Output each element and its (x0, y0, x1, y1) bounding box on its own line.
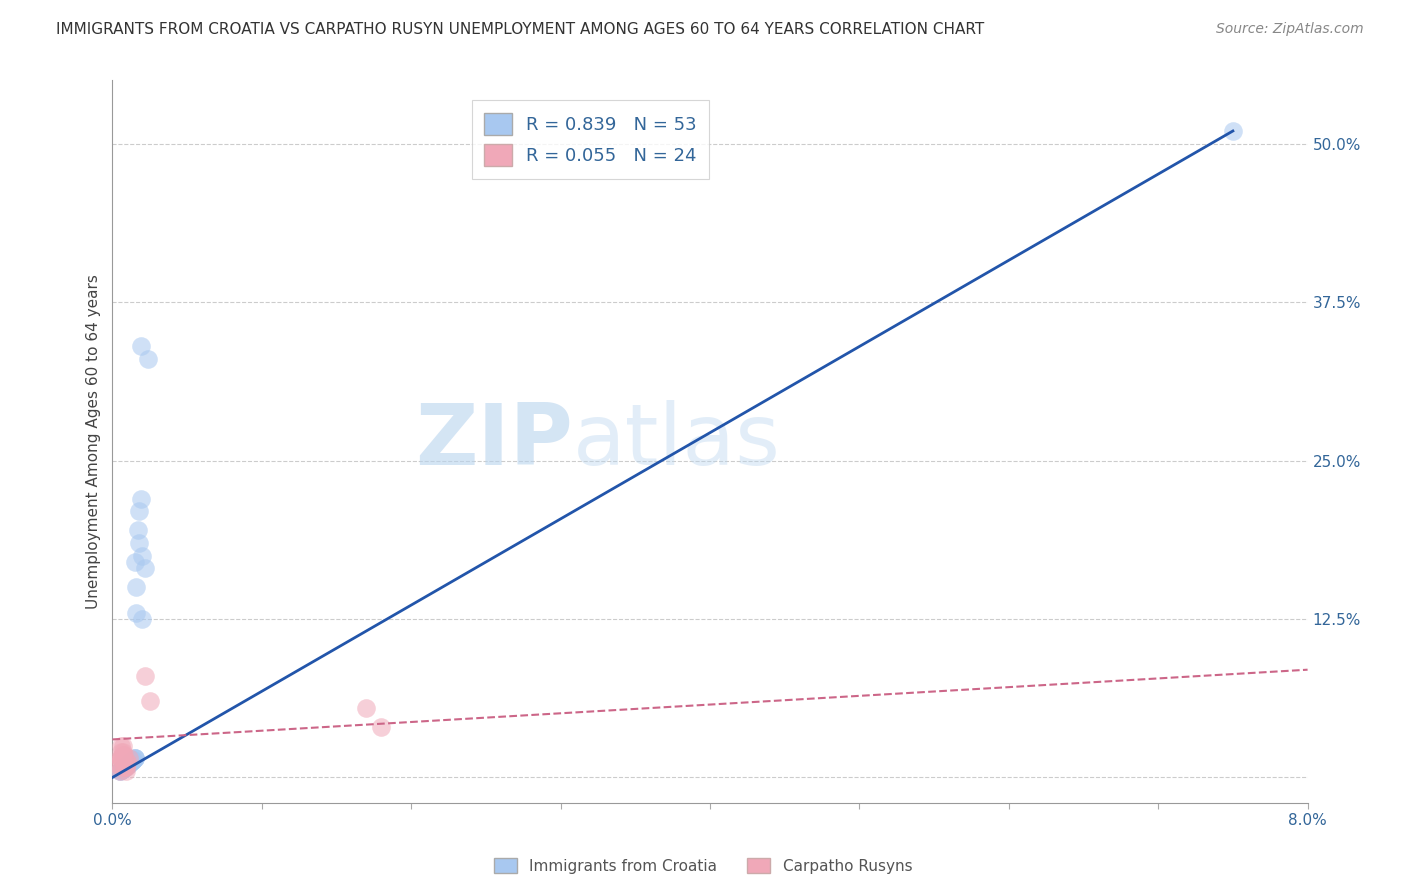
Point (108, 757, 131, 772)
Point (122, 753, 145, 767)
Point (110, 751, 132, 765)
Point (117, 756, 139, 770)
Point (111, 762, 134, 776)
Point (114, 760, 135, 774)
Point (115, 764, 138, 778)
Point (107, 757, 129, 772)
Point (108, 764, 131, 778)
Point (120, 756, 142, 770)
Point (110, 751, 132, 765)
Point (114, 760, 135, 774)
Point (117, 757, 139, 772)
Text: IMMIGRANTS FROM CROATIA VS CARPATHO RUSYN UNEMPLOYMENT AMONG AGES 60 TO 64 YEARS: IMMIGRANTS FROM CROATIA VS CARPATHO RUSY… (56, 22, 984, 37)
Point (108, 764, 131, 778)
Point (117, 757, 139, 772)
Point (370, 720, 392, 734)
Point (117, 756, 139, 770)
Point (131, 549, 153, 563)
Point (120, 756, 142, 770)
Point (110, 763, 132, 777)
Point (120, 756, 142, 770)
Point (114, 760, 135, 774)
Point (111, 739, 134, 753)
Point (110, 763, 132, 777)
Point (111, 745, 134, 759)
Point (110, 763, 132, 777)
Point (124, 751, 146, 765)
Point (114, 760, 135, 774)
Point (138, 352, 160, 367)
Legend: Immigrants from Croatia, Carpatho Rusyns: Immigrants from Croatia, Carpatho Rusyns (488, 852, 918, 880)
Point (108, 764, 131, 778)
Point (118, 751, 141, 765)
Point (115, 759, 138, 773)
Point (124, 751, 146, 765)
Point (128, 504, 150, 518)
Text: Source: ZipAtlas.com: Source: ZipAtlas.com (1216, 22, 1364, 37)
Point (1222, 124, 1244, 138)
Point (125, 606, 148, 620)
Point (121, 754, 143, 768)
Point (117, 757, 139, 772)
Point (131, 612, 153, 626)
Point (117, 757, 139, 772)
Point (114, 760, 135, 774)
Point (118, 756, 141, 771)
Point (121, 754, 143, 768)
Point (128, 536, 150, 550)
Point (114, 760, 135, 774)
Point (115, 760, 138, 774)
Point (127, 523, 149, 537)
Point (117, 757, 139, 772)
Point (122, 753, 145, 767)
Point (134, 669, 156, 683)
Point (115, 759, 138, 773)
Point (139, 694, 162, 708)
Point (122, 753, 145, 767)
Legend: R = 0.839   N = 53, R = 0.055   N = 24: R = 0.839 N = 53, R = 0.055 N = 24 (472, 100, 709, 178)
Point (121, 754, 143, 768)
Y-axis label: Unemployment Among Ages 60 to 64 years: Unemployment Among Ages 60 to 64 years (86, 274, 101, 609)
Point (111, 762, 134, 776)
Point (110, 739, 132, 753)
Text: ZIP: ZIP (415, 400, 572, 483)
Point (124, 751, 146, 765)
Point (108, 751, 131, 765)
Point (118, 756, 141, 771)
Point (124, 555, 146, 569)
Point (356, 700, 378, 714)
Text: atlas: atlas (572, 400, 780, 483)
Point (115, 759, 138, 773)
Point (117, 757, 139, 772)
Point (125, 580, 148, 594)
Point (111, 747, 134, 762)
Point (111, 762, 134, 776)
Point (115, 760, 138, 774)
Point (129, 491, 152, 506)
Point (120, 756, 142, 770)
Point (134, 561, 156, 575)
Point (117, 757, 139, 772)
Point (115, 759, 138, 773)
Point (114, 747, 135, 762)
Point (114, 760, 135, 774)
Point (114, 760, 135, 774)
Point (110, 745, 132, 759)
Point (129, 339, 152, 353)
